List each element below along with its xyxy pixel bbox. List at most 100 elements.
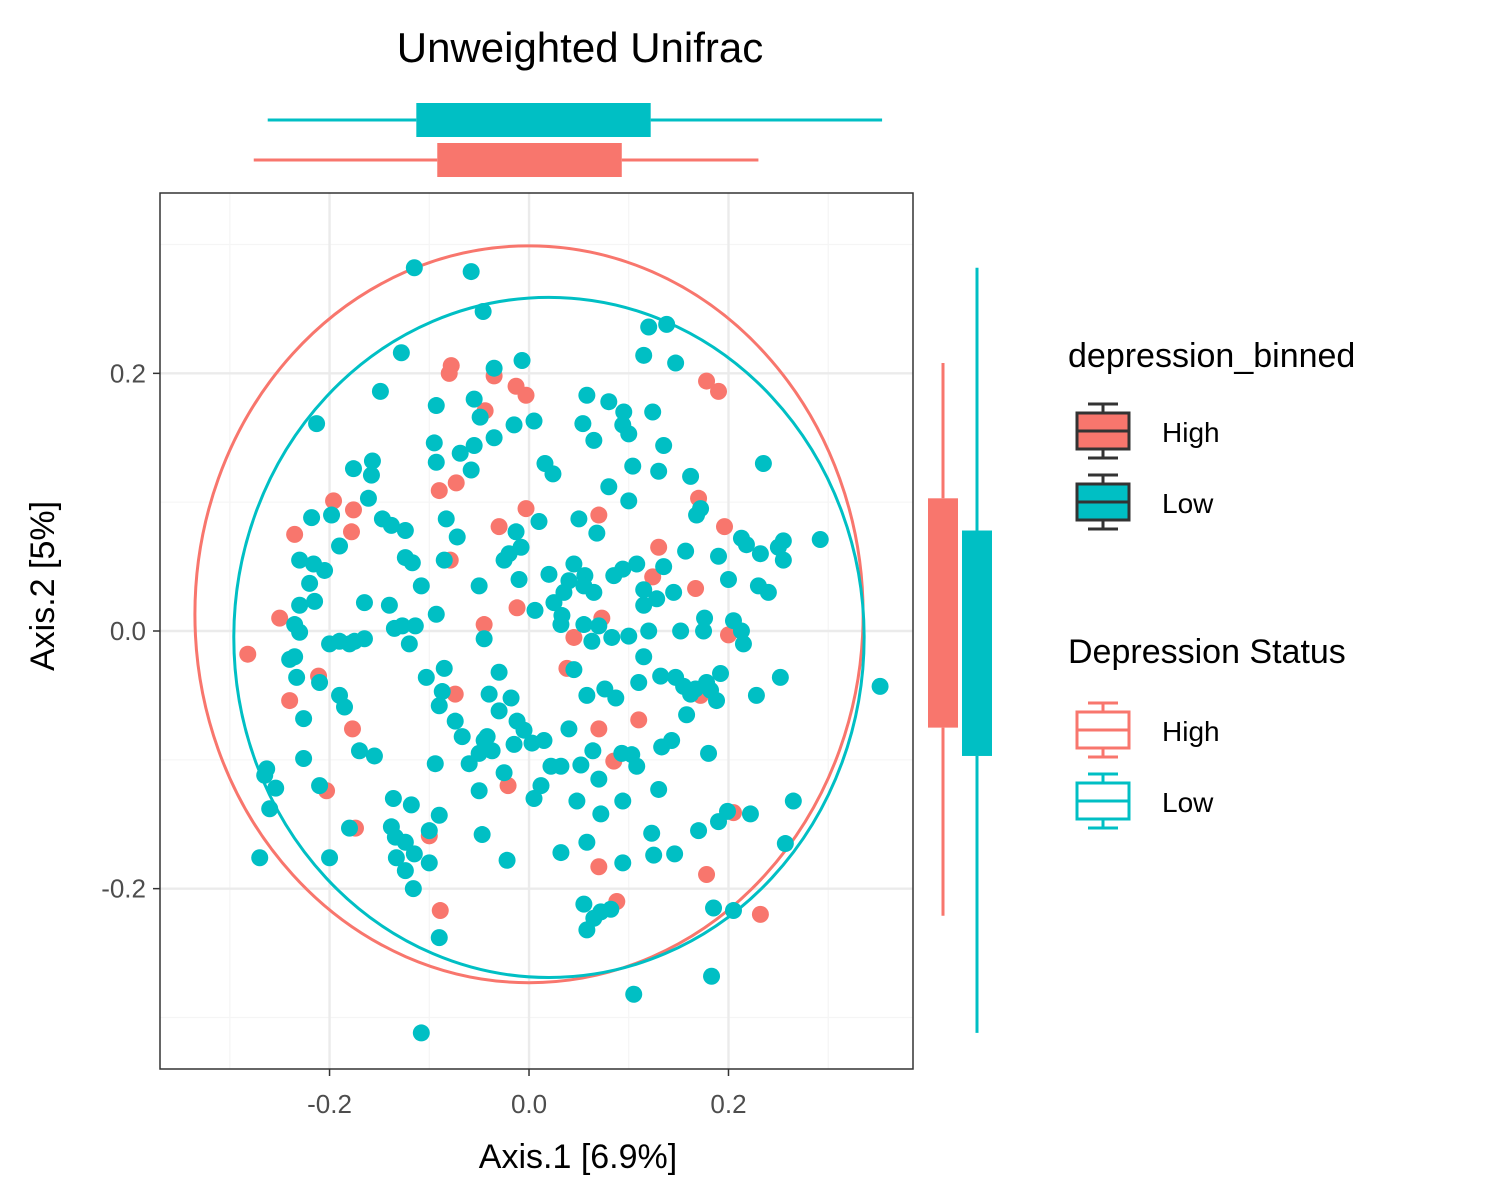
point-low <box>412 577 430 595</box>
point-low <box>741 805 759 823</box>
point-low <box>400 635 418 653</box>
point-low <box>648 590 666 608</box>
point-low <box>505 735 523 753</box>
point-low <box>630 674 648 692</box>
point-low <box>871 677 889 695</box>
point-low <box>552 844 570 862</box>
point-high <box>590 720 608 738</box>
point-high <box>431 902 449 920</box>
point-low <box>603 628 621 646</box>
point-low <box>505 416 523 434</box>
y-axis-title: Axis.2 [5%] <box>24 501 62 671</box>
legend-title-binned: depression_binned <box>1068 337 1355 375</box>
point-low <box>387 849 405 867</box>
point-low <box>644 403 662 421</box>
legend-key-status-high <box>1075 701 1131 759</box>
point-low <box>688 506 706 524</box>
ellipse-low <box>232 295 866 980</box>
scatter-points <box>239 259 889 1042</box>
point-low <box>615 403 633 421</box>
point-low <box>734 635 752 653</box>
point-low <box>724 902 742 920</box>
point-low <box>412 1024 430 1042</box>
point-low <box>405 845 423 863</box>
point-low <box>462 263 480 281</box>
point-low <box>291 623 309 641</box>
point-low <box>453 728 471 746</box>
point-high <box>590 858 608 876</box>
point-low <box>308 415 326 433</box>
point-high <box>517 500 535 518</box>
point-low <box>614 854 632 872</box>
legend-label-status-high: High <box>1162 716 1220 747</box>
y-tick-label: -0.2 <box>101 874 146 904</box>
point-low <box>331 537 349 555</box>
x-tick-label: -0.2 <box>307 1089 352 1119</box>
point-low <box>295 710 313 728</box>
x-axis-title: Axis.1 [6.9%] <box>479 1138 677 1176</box>
legend-key-status-low <box>1075 772 1131 830</box>
point-low <box>525 412 543 430</box>
point-high <box>508 599 526 617</box>
point-low <box>575 895 593 913</box>
point-low <box>565 555 583 573</box>
point-high <box>565 628 583 646</box>
point-low <box>672 622 690 640</box>
point-low <box>640 318 658 336</box>
point-low <box>251 849 269 867</box>
point-low <box>403 554 421 572</box>
top-box-low <box>416 103 651 137</box>
point-low <box>732 622 750 640</box>
point-low <box>470 577 488 595</box>
point-low <box>628 757 646 775</box>
point-low <box>565 661 583 679</box>
point-low <box>435 659 453 677</box>
point-high <box>442 357 460 375</box>
point-low <box>771 668 789 686</box>
point-low <box>759 583 777 601</box>
point-high <box>446 685 464 703</box>
point-low <box>485 429 503 447</box>
point-low <box>490 663 508 681</box>
plot-grid <box>160 193 913 1069</box>
point-low <box>592 805 610 823</box>
point-low <box>365 747 383 765</box>
point-low <box>575 616 593 634</box>
point-low <box>650 780 668 798</box>
point-high <box>343 720 361 738</box>
point-high <box>644 568 662 586</box>
point-low <box>344 460 362 478</box>
point-low <box>427 453 445 471</box>
point-low <box>665 583 683 601</box>
point-low <box>625 985 643 1003</box>
point-low <box>382 516 400 534</box>
point-low <box>650 462 668 480</box>
point-low <box>628 555 646 573</box>
x-tick-label: 0.0 <box>511 1089 547 1119</box>
point-low <box>696 609 714 627</box>
point-high <box>710 382 728 400</box>
point-low <box>695 622 713 640</box>
x-tick-label: 0.2 <box>710 1089 746 1119</box>
point-low <box>530 513 548 530</box>
point-low <box>545 594 563 612</box>
point-low <box>584 742 602 760</box>
point-low <box>719 570 737 588</box>
point-low <box>435 551 453 569</box>
point-high <box>751 905 769 923</box>
point-low <box>311 777 329 795</box>
point-low <box>655 436 673 454</box>
point-low <box>478 728 496 746</box>
point-low <box>620 492 638 510</box>
point-low <box>600 478 618 496</box>
point-low <box>430 697 448 715</box>
point-low <box>420 854 438 872</box>
point-low <box>703 967 721 985</box>
point-low <box>774 532 792 550</box>
point-low <box>690 822 708 840</box>
y-tick-label: 0.0 <box>110 616 146 646</box>
point-high <box>475 616 493 634</box>
point-high <box>716 518 734 536</box>
point-low <box>624 457 642 475</box>
point-low <box>513 351 531 369</box>
